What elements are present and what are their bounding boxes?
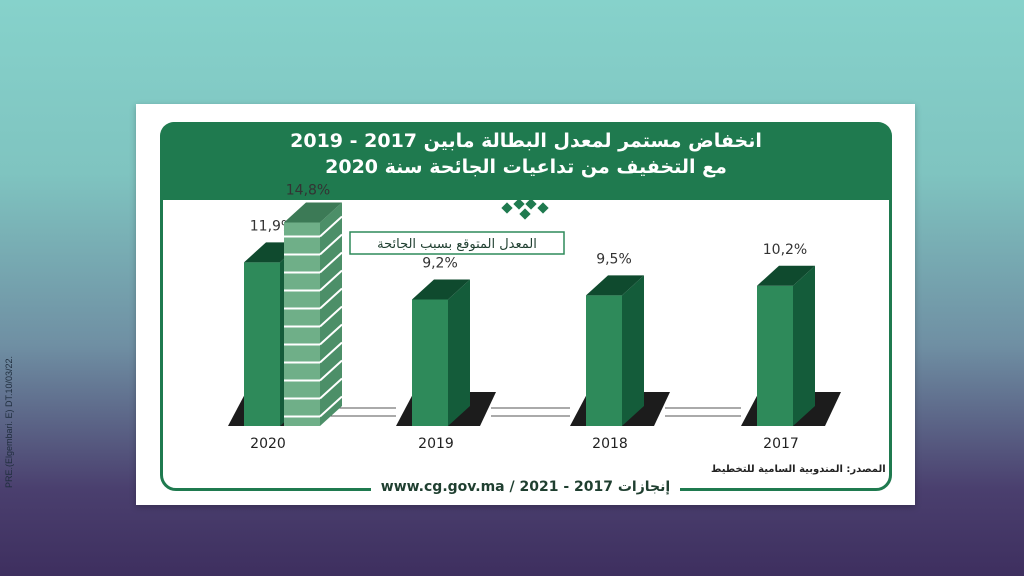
- expected-bar-stripe-side: [319, 287, 343, 310]
- expected-bar-front: [284, 222, 320, 426]
- category-label-2017: 2017: [763, 436, 799, 452]
- expected-bar-stripe-side: [319, 251, 343, 274]
- expected-bar-stripe-side: [319, 359, 343, 382]
- expected-bar-stripe-side: [319, 233, 343, 256]
- expected-bar-stripe-side: [319, 215, 343, 238]
- chart-title-line-1: انخفاض مستمر لمعدل البطالة مابين 2017 - …: [290, 130, 762, 152]
- ornament-logo-icon: [501, 198, 549, 220]
- bar-top-2019: [412, 279, 470, 300]
- expected-value-label: 14,8%: [286, 183, 330, 199]
- value-label-2017: 10,2%: [763, 242, 807, 258]
- title-band: انخفاض مستمر لمعدل البطالة مابين 2017 - …: [160, 122, 892, 200]
- callout-box: [349, 231, 565, 255]
- bar-top-2018: [586, 275, 644, 296]
- bar-front-2017: [757, 285, 793, 426]
- chart-title-line-2: مع التخفيف من تداعيات الجائحة سنة 2020: [325, 156, 727, 178]
- infographic-card: انخفاض مستمر لمعدل البطالة مابين 2017 - …: [136, 104, 915, 505]
- bar-side-2018: [622, 275, 644, 426]
- expected-bar-stripe-side: [319, 377, 343, 400]
- bar-front-2018: [586, 295, 622, 426]
- category-label-2018: 2018: [592, 436, 628, 452]
- expected-bar-top: [284, 202, 342, 223]
- bar-side-2019: [448, 279, 470, 426]
- value-label-2018: 9,5%: [596, 251, 632, 267]
- bar-top-2017: [757, 265, 815, 286]
- bar-side-2017: [793, 265, 815, 426]
- expected-bar-stripe-side: [319, 395, 343, 418]
- value-label-2019: 9,2%: [422, 256, 458, 272]
- source-note: المصدر: المندوبية السامية للتخطيط: [711, 464, 886, 475]
- unemployment-bar-chart: 11,9% 2020 9,2% 2019 9,5% 2018 10,2% 2017 14,8% ا…: [228, 183, 841, 452]
- category-label-2020: 2020: [250, 436, 286, 452]
- expected-bar-stripe-side: [319, 269, 343, 292]
- category-label-2019: 2019: [418, 436, 454, 452]
- bar-front-2019: [412, 299, 448, 426]
- side-note: PRE.(Elgembari. E) DT.10/03/22.: [4, 355, 14, 488]
- expected-bar-stripe-side: [319, 305, 343, 328]
- callout-text: المعدل المتوقع بسبب الجائحة: [377, 237, 537, 252]
- expected-bar-side: [320, 202, 342, 426]
- value-label-2020: 11,9%: [250, 218, 294, 234]
- bar-front-2020: [244, 262, 280, 426]
- footer-text: www.cg.gov.ma / 2021 - 2017 إنجازات: [370, 479, 681, 495]
- footer-url: www.cg.gov.ma / 2021 - 2017 إنجازات: [136, 479, 915, 495]
- expected-bar-stripe-side: [319, 341, 343, 364]
- expected-bar-stripe-side: [319, 323, 343, 346]
